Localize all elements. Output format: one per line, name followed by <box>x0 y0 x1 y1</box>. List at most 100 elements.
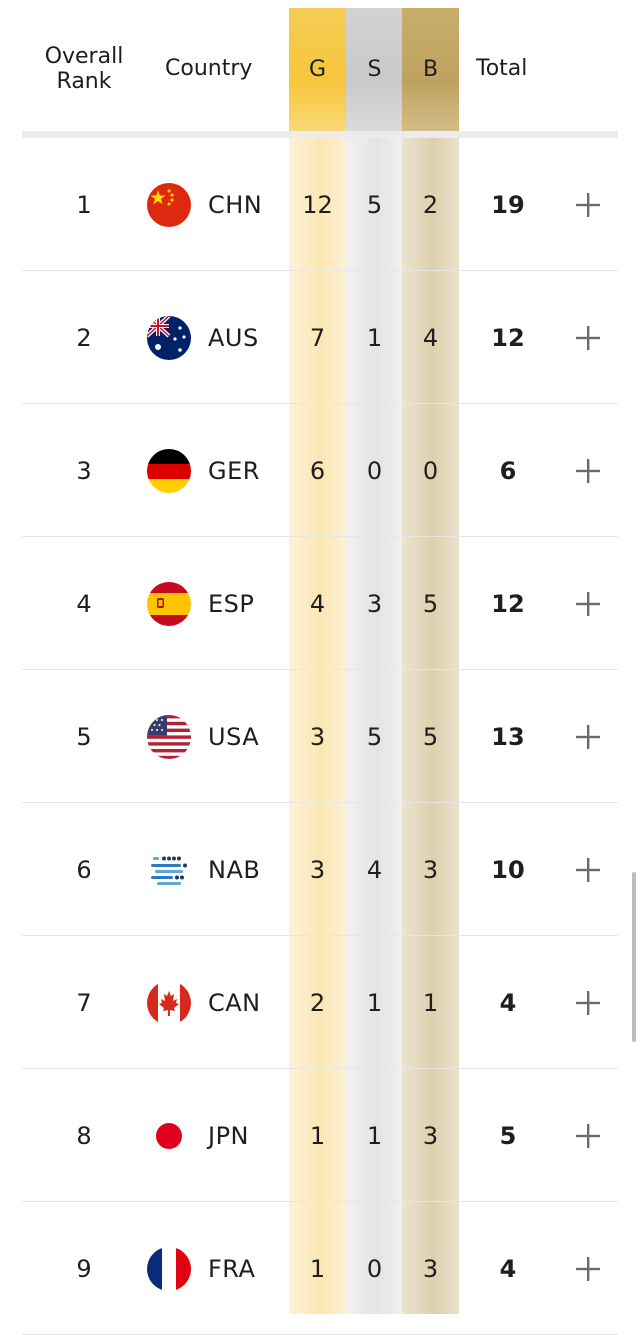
silver-count: 1 <box>366 323 383 352</box>
bronze-column-header[interactable]: B <box>402 8 459 131</box>
bronze-header-label: B <box>422 57 439 82</box>
rank-cell: 8 <box>76 1121 92 1150</box>
silver-header-label: S <box>367 57 382 82</box>
expand-row-button[interactable] <box>566 138 610 271</box>
table-row[interactable]: 6 NAB 3 4 3 10 <box>0 803 640 936</box>
bronze-count: 5 <box>422 722 439 751</box>
gold-count: 1 <box>309 1121 326 1150</box>
silver-column-background <box>346 8 403 1314</box>
rank-cell: 3 <box>76 456 92 485</box>
gold-count: 3 <box>309 722 326 751</box>
country-column-header[interactable]: Country <box>165 56 253 81</box>
rank-cell: 5 <box>76 722 92 751</box>
silver-count: 5 <box>366 190 383 219</box>
header-divider <box>22 131 618 138</box>
expand-row-button[interactable] <box>566 803 610 936</box>
silver-count: 4 <box>366 855 383 884</box>
rank-cell: 9 <box>76 1254 92 1283</box>
total-count: 4 <box>499 988 517 1017</box>
country-code[interactable]: JPN <box>208 1121 250 1150</box>
japan-flag-icon <box>147 1114 191 1158</box>
row-divider <box>22 403 618 404</box>
gold-count: 12 <box>302 190 333 219</box>
bronze-count: 4 <box>422 323 439 352</box>
plus-icon <box>576 1256 600 1281</box>
table-row[interactable]: 8 JPN 1 1 3 5 <box>0 1069 640 1202</box>
row-divider <box>22 1201 618 1202</box>
silver-column-header[interactable]: S <box>346 8 403 131</box>
silver-count: 1 <box>366 988 383 1017</box>
gold-count: 2 <box>309 988 326 1017</box>
silver-count: 5 <box>366 722 383 751</box>
table-row[interactable]: 4 ESP 4 3 5 12 <box>0 537 640 670</box>
rank-cell: 7 <box>76 988 92 1017</box>
plus-icon <box>576 591 600 616</box>
row-divider <box>22 802 618 803</box>
total-count: 4 <box>499 1254 517 1283</box>
table-row[interactable]: 9 FRA 1 0 3 4 <box>0 1202 640 1335</box>
country-code[interactable]: FRA <box>208 1254 256 1283</box>
expand-row-button[interactable] <box>566 404 610 537</box>
row-divider <box>22 669 618 670</box>
total-count: 12 <box>491 589 525 618</box>
bronze-count: 3 <box>422 1254 439 1283</box>
gold-count: 1 <box>309 1254 326 1283</box>
expand-row-button[interactable] <box>566 936 610 1069</box>
rank-cell: 6 <box>76 855 92 884</box>
expand-row-button[interactable] <box>566 271 610 404</box>
country-code[interactable]: USA <box>208 722 260 751</box>
expand-row-button[interactable] <box>566 1202 610 1335</box>
country-code[interactable]: CHN <box>208 190 263 219</box>
rank-cell: 2 <box>76 323 92 352</box>
table-row[interactable]: 7 CAN 2 1 1 4 <box>0 936 640 1069</box>
gold-column-header[interactable]: G <box>289 8 346 131</box>
gold-count: 7 <box>309 323 326 352</box>
row-divider <box>22 935 618 936</box>
total-count: 19 <box>491 190 525 219</box>
table-row[interactable]: 5 USA 3 5 5 13 <box>0 670 640 803</box>
table-row[interactable]: 2 AUS 7 1 4 12 <box>0 271 640 404</box>
expand-row-button[interactable] <box>566 670 610 803</box>
plus-icon <box>576 990 600 1015</box>
country-code[interactable]: ESP <box>208 589 255 618</box>
silver-count: 1 <box>366 1121 383 1150</box>
bronze-count: 5 <box>422 589 439 618</box>
rank-column-header[interactable]: Overall Rank <box>44 44 124 94</box>
silver-count: 0 <box>366 456 383 485</box>
germany-flag-icon <box>147 449 191 493</box>
australia-flag-icon <box>147 316 191 360</box>
rank-cell: 1 <box>76 190 92 219</box>
country-code[interactable]: GER <box>208 456 260 485</box>
table-row[interactable]: 1 CHN 12 5 2 19 <box>0 138 640 271</box>
plus-icon <box>576 192 600 217</box>
total-count: 6 <box>499 456 517 485</box>
china-flag-icon <box>147 183 191 227</box>
gold-count: 3 <box>309 855 326 884</box>
gold-count: 6 <box>309 456 326 485</box>
rank-cell: 4 <box>76 589 92 618</box>
expand-row-button[interactable] <box>566 1069 610 1202</box>
plus-icon <box>576 724 600 749</box>
total-count: 5 <box>499 1121 517 1150</box>
spain-flag-icon <box>147 582 191 626</box>
plus-icon <box>576 458 600 483</box>
plus-icon <box>576 325 600 350</box>
country-code[interactable]: NAB <box>208 855 261 884</box>
country-code[interactable]: CAN <box>208 988 261 1017</box>
silver-count: 3 <box>366 589 383 618</box>
gold-header-label: G <box>308 57 327 82</box>
bronze-count: 0 <box>422 456 439 485</box>
bronze-count: 3 <box>422 855 439 884</box>
scrollbar[interactable] <box>632 872 636 1042</box>
total-count: 10 <box>491 855 525 884</box>
expand-row-button[interactable] <box>566 537 610 670</box>
france-flag-icon <box>147 1247 191 1291</box>
bronze-count: 2 <box>422 190 439 219</box>
gold-count: 4 <box>309 589 326 618</box>
gold-column-background <box>289 8 346 1314</box>
total-column-header[interactable]: Total <box>476 56 528 81</box>
total-count: 12 <box>491 323 525 352</box>
country-code[interactable]: AUS <box>208 323 259 352</box>
table-row[interactable]: 3 GER 6 0 0 6 <box>0 404 640 537</box>
